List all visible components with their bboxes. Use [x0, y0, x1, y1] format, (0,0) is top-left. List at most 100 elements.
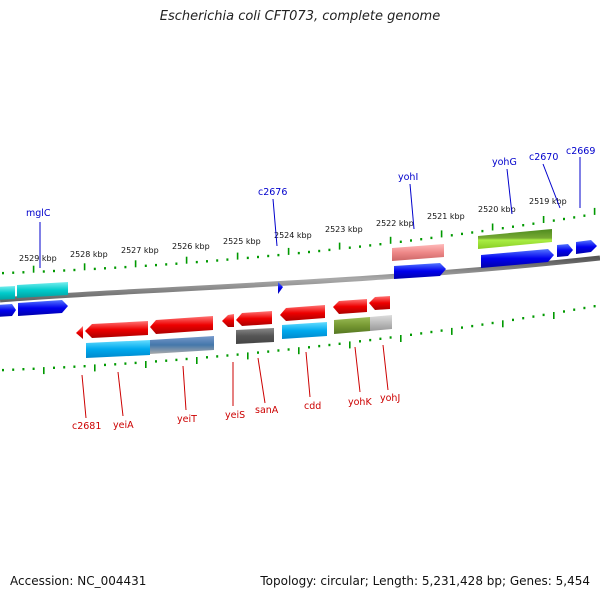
gene-arrow[interactable]: [557, 244, 573, 257]
minor-tick: [22, 271, 25, 274]
minor-tick: [328, 343, 331, 347]
gene-arrow[interactable]: [394, 263, 446, 279]
gene-arrow[interactable]: [18, 300, 68, 316]
gene-label-yohG[interactable]: yohG: [492, 157, 517, 168]
minor-tick: [583, 306, 586, 310]
gene-label-c2670[interactable]: c2670: [529, 152, 558, 163]
gene-arrow[interactable]: [76, 326, 83, 339]
minor-tick: [104, 363, 106, 367]
minor-tick: [338, 342, 341, 345]
major-tick: [298, 347, 300, 355]
minor-tick: [124, 265, 127, 269]
major-tick: [553, 312, 555, 319]
gene-arrow[interactable]: [576, 240, 597, 254]
kbp-label-2522: 2522 kbp: [376, 219, 414, 228]
feature-block[interactable]: [334, 317, 370, 334]
major-tick: [451, 327, 453, 335]
feature-block[interactable]: [392, 244, 444, 261]
feature-block[interactable]: [150, 336, 214, 354]
gene-arrow[interactable]: [278, 282, 283, 294]
kbp-label-2524: 2524 kbp: [274, 231, 312, 240]
minor-tick: [175, 262, 178, 265]
leader-line: [506, 168, 513, 215]
major-tick: [236, 252, 239, 260]
scale-ruler-upper: [2, 207, 596, 275]
gene-label-yeiT[interactable]: yeiT: [177, 414, 197, 425]
gene-arrow[interactable]: [280, 305, 325, 321]
kbp-label-2525: 2525 kbp: [223, 237, 261, 246]
minor-tick: [257, 351, 259, 354]
minor-tick: [165, 263, 168, 266]
gene-arrow[interactable]: [150, 316, 213, 334]
gene-label-c2669[interactable]: c2669: [566, 146, 595, 157]
feature-block[interactable]: [282, 322, 327, 339]
minor-tick: [348, 246, 351, 249]
major-tick: [440, 230, 443, 238]
minor-tick: [430, 330, 433, 334]
gene-label-yeiS[interactable]: yeiS: [225, 410, 245, 421]
gene-arrow[interactable]: [222, 314, 234, 327]
feature-block[interactable]: [17, 282, 68, 298]
minor-tick: [206, 260, 208, 263]
minor-tick: [420, 332, 423, 335]
minor-tick: [593, 305, 596, 308]
gene-label-cdd[interactable]: cdd: [304, 401, 321, 412]
feature-block[interactable]: [0, 286, 15, 300]
minor-tick: [73, 268, 76, 272]
gene-label-mglC[interactable]: mglC: [26, 208, 51, 219]
major-tick: [287, 247, 290, 255]
kbp-label-2521: 2521 kbp: [427, 212, 465, 221]
minor-tick: [583, 214, 586, 217]
gene-label-yohK[interactable]: yohK: [348, 397, 372, 408]
major-tick: [185, 256, 188, 264]
kbp-label-2519: 2519 kbp: [529, 197, 567, 206]
major-tick: [389, 236, 392, 244]
feature-block[interactable]: [478, 229, 552, 249]
minor-tick: [114, 363, 117, 366]
leader-line: [257, 357, 266, 404]
leader-line: [542, 163, 561, 209]
gene-arrow[interactable]: [236, 311, 272, 326]
minor-tick: [216, 355, 219, 358]
kbp-label-2529: 2529 kbp: [19, 254, 57, 263]
gene-label-yohI[interactable]: yohI: [398, 172, 418, 183]
minor-tick: [144, 264, 147, 267]
minor-tick: [246, 256, 249, 260]
feature-block[interactable]: [86, 340, 150, 358]
gene-label-yohJ[interactable]: yohJ: [380, 393, 400, 404]
major-tick: [145, 361, 147, 368]
minor-tick: [573, 216, 576, 219]
gene-arrow[interactable]: [0, 304, 16, 317]
major-tick: [338, 242, 341, 250]
gene-arrow[interactable]: [85, 321, 148, 338]
gene-label-yeiA[interactable]: yeiA: [113, 420, 134, 431]
minor-tick: [175, 358, 178, 362]
gene-label-c2676[interactable]: c2676: [258, 187, 287, 198]
feature-block[interactable]: [236, 328, 274, 344]
gene-arrow[interactable]: [481, 249, 554, 268]
minor-tick: [226, 354, 229, 357]
gene-label-c2681[interactable]: c2681: [72, 421, 101, 432]
minor-tick: [308, 346, 310, 349]
minor-tick: [501, 227, 504, 230]
minor-tick: [328, 248, 331, 252]
gene-label-sanA[interactable]: sanA: [255, 405, 279, 416]
leader-line: [272, 198, 278, 247]
minor-tick: [420, 238, 423, 241]
minor-tick: [257, 255, 259, 259]
minor-tick: [389, 336, 392, 339]
minor-tick: [359, 340, 361, 343]
genome-stats-label: Topology: circular; Length: 5,231,428 bp…: [260, 574, 590, 588]
minor-tick: [165, 359, 168, 362]
gene-arrow[interactable]: [369, 296, 390, 310]
minor-tick: [369, 338, 372, 342]
minor-tick: [532, 315, 535, 318]
minor-tick: [93, 267, 96, 271]
gene-arrow[interactable]: [333, 299, 367, 314]
reverse-gene-labels: c2681 yeiA yeiT yeiS sanA cdd yohK yohJ: [72, 344, 400, 432]
kbp-label-2523: 2523 kbp: [325, 225, 363, 234]
leader-line: [409, 183, 415, 230]
minor-tick: [185, 357, 188, 361]
feature-block[interactable]: [370, 315, 392, 331]
